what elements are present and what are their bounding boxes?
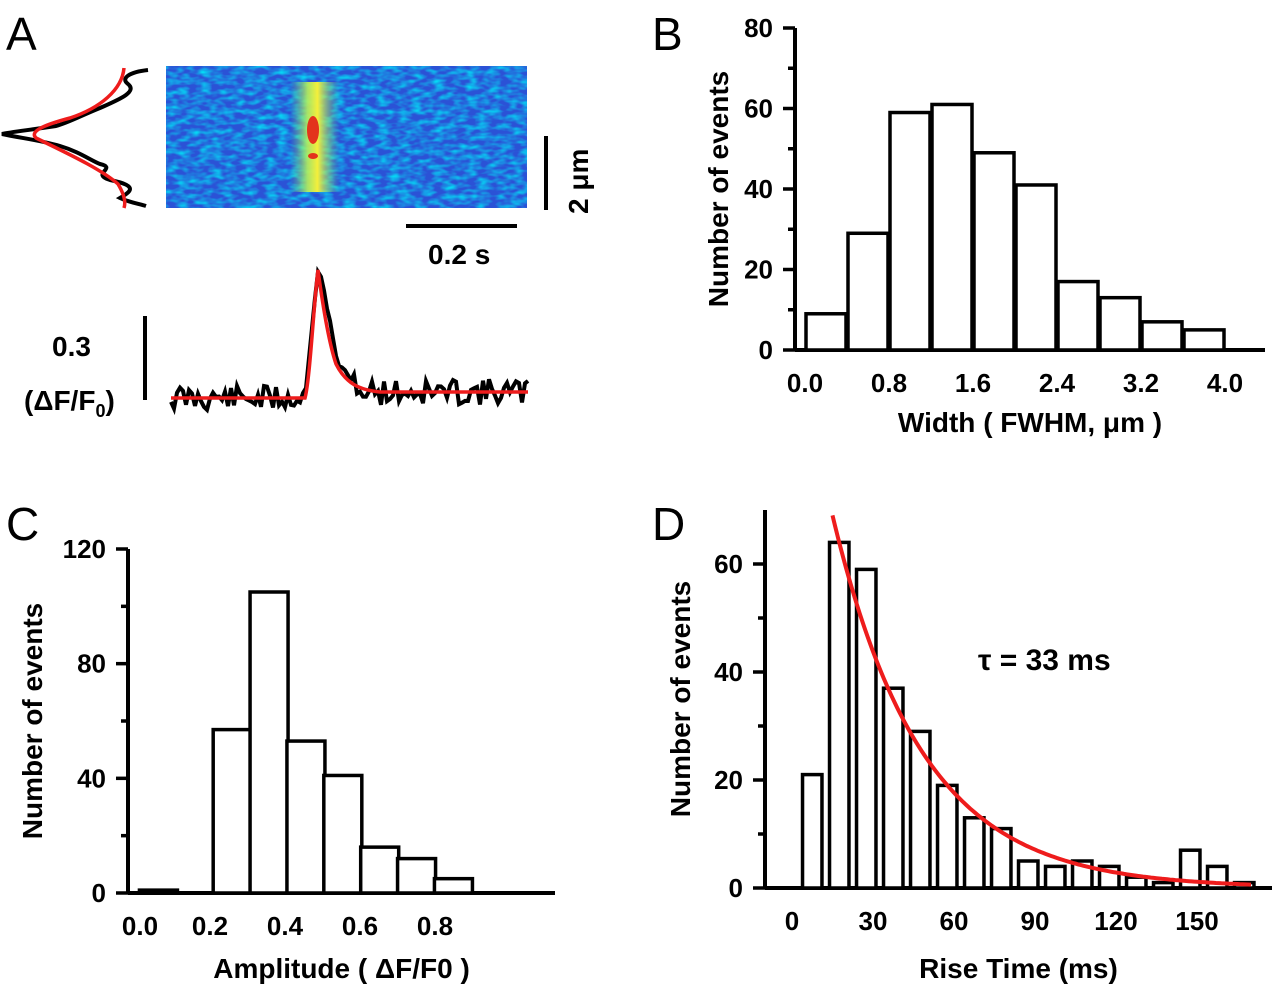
histogram-bar [972,151,1016,352]
histogram-bar [881,686,905,890]
histogram-bar [248,590,290,895]
chart-amplitude-histogram: 0 40 80 120 0.0 0.2 0.4 0.6 0.8 Amplitude ( ΔF/F0… [17,534,555,984]
panel-a-letter: A [6,8,37,60]
histogram-bar [962,816,986,890]
y-tick-label: 120 [63,534,106,564]
histogram-bar [930,102,974,352]
y-tick-label: 80 [744,13,773,43]
x-axis-label: Rise Time (ms) [919,953,1118,984]
x-tick-label: 0.0 [787,368,823,398]
y-tick-label: 40 [744,174,773,204]
histogram-bar [827,540,851,890]
y-tick-label: 60 [714,549,743,579]
histogram-bar [432,876,475,895]
x-tick-label: 0.0 [122,911,158,941]
exponential-fit-curve [830,514,1252,887]
histogram-bar [800,772,824,890]
spatial-profile-fit [32,67,127,209]
histogram-bar [322,773,364,895]
x-tick-label: 0.8 [417,911,453,941]
histogram-bar [1043,864,1067,890]
chart-rise-time-histogram: 0 20 40 60 0 30 60 90 120 150 Rise Time (ms) Number… [665,510,1272,984]
line-scan-image [166,66,527,208]
amplitude-scale-value: 0.3 [52,331,91,362]
x-tick-label: 30 [859,906,888,936]
histogram-bar [1098,295,1142,352]
histogram-bar [908,729,932,890]
panel-c-letter: C [6,498,39,550]
tau-annotation: τ = 33 ms [978,644,1111,677]
y-axis-label: Number of events [17,603,48,840]
y-tick-label: 60 [744,94,773,124]
histogram-bar [989,826,1013,890]
y-tick-label: 0 [92,878,106,908]
x-tick-label: 0.2 [192,911,228,941]
x-axis-label: Amplitude ( ΔF/F0 ) [213,953,470,984]
histogram-bar [285,739,327,895]
x-axis-label: Width ( FWHM, μm ) [898,407,1162,438]
x-tick-label: 60 [940,906,969,936]
y-tick-label: 0 [759,335,773,365]
x-tick-label: 3.2 [1123,368,1159,398]
histogram-bar [1124,875,1148,890]
y-axis-label: Number of events [703,71,734,308]
panel-d-letter: D [652,498,685,550]
y-tick-label: 20 [714,765,743,795]
histogram-bar [1014,183,1058,352]
chart-width-histogram: 0 20 40 60 80 0.0 0.8 1.6 2.4 3.2 4.0 Width ( FWHM,… [703,13,1265,438]
x-tick-label: 0.6 [342,911,378,941]
histogram-bar [137,888,180,895]
time-course-trace [169,265,530,416]
x-tick-label: 0.4 [267,911,304,941]
x-tick-label: 90 [1021,906,1050,936]
panel-b-letter: B [652,8,683,60]
time-scale-label: 0.2 s [428,239,490,270]
y-tick-label: 40 [77,763,106,793]
histogram-bar [1151,880,1175,890]
x-tick-label: 4.0 [1207,368,1243,398]
y-tick-label: 40 [714,657,743,687]
y-tick-label: 0 [729,873,743,903]
x-tick-label: 120 [1094,906,1137,936]
x-tick-label: 0.8 [871,368,907,398]
histogram-bar [358,845,401,895]
x-tick-label: 150 [1175,906,1218,936]
histogram-bar [395,856,438,895]
spatial-profile-trace [1,68,149,208]
histogram-bar [804,312,848,352]
x-tick-label: 2.4 [1039,368,1076,398]
histogram-bar [1182,328,1226,352]
y-axis-label: Number of events [665,581,696,818]
time-course-fit [171,269,528,400]
space-scale-label: 2 μm [563,149,594,214]
histogram-bar [935,783,959,890]
amplitude-scale-unit: (ΔF/F0) [24,385,115,421]
histogram-bar [846,231,890,352]
histogram-bar [888,110,932,352]
histogram-bar [1178,848,1202,890]
histogram-bar [1140,320,1184,352]
histogram-bar [211,727,253,895]
histogram-bar [1016,859,1040,890]
x-tick-label: 0 [785,906,799,936]
y-tick-label: 80 [77,649,106,679]
y-tick-label: 20 [744,255,773,285]
x-tick-label: 1.6 [955,368,991,398]
panel-a: A 2 μm 0.2 s 0.3 (ΔF/F0) [1,8,594,421]
histogram-bar [1056,279,1100,352]
